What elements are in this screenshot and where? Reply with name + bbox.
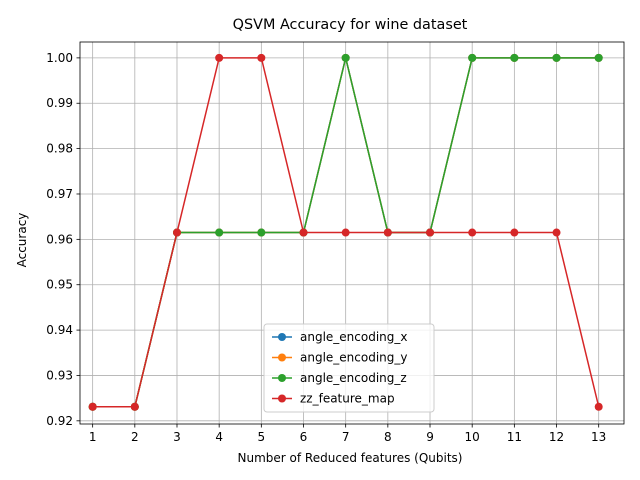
- y-axis-label: Accuracy: [15, 213, 29, 268]
- x-tick-label: 12: [549, 430, 564, 444]
- legend-label: zz_feature_map: [300, 392, 395, 406]
- data-point: [594, 53, 603, 62]
- x-tick-label: 8: [384, 430, 392, 444]
- legend-marker: [278, 333, 286, 341]
- data-point: [468, 53, 477, 62]
- legend-entry: angle_encoding_y: [272, 351, 408, 365]
- data-point: [468, 228, 477, 237]
- legend-label: angle_encoding_z: [300, 371, 407, 385]
- data-point: [130, 402, 139, 411]
- legend-marker: [278, 353, 286, 362]
- plot-frame: [79, 41, 625, 425]
- legend-entry: zz_feature_map: [272, 392, 395, 406]
- chart-title: QSVM Accuracy for wine dataset: [233, 17, 468, 33]
- legend-entry: angle_encoding_z: [272, 371, 407, 385]
- y-tick-label: 1.00: [46, 51, 73, 65]
- legend: angle_encoding_x angle_encoding_y angle_en…: [263, 323, 435, 413]
- x-tick-label: 11: [507, 430, 522, 444]
- x-tick-label: 4: [215, 430, 223, 444]
- legend-label: angle_encoding_y: [300, 351, 408, 365]
- y-tick-label: 0.93: [46, 368, 73, 382]
- legend-marker: [278, 394, 286, 403]
- data-point: [299, 228, 308, 237]
- y-tick-label: 0.96: [46, 232, 73, 246]
- data-point: [215, 228, 224, 237]
- data-point: [510, 53, 519, 62]
- y-tick-label: 0.99: [46, 96, 73, 110]
- x-tick-label: 6: [300, 430, 308, 444]
- x-axis-label: Number of Reduced features (Qubits): [238, 451, 463, 465]
- x-tick-label: 1: [89, 430, 97, 444]
- data-point: [426, 228, 435, 237]
- legend-entry: angle_encoding_x: [272, 330, 408, 344]
- x-tick-label: 7: [342, 430, 350, 444]
- x-tick-label: 9: [426, 430, 434, 444]
- data-point: [594, 402, 603, 411]
- y-tick-label: 0.94: [46, 323, 73, 337]
- data-point: [172, 228, 181, 237]
- data-point: [510, 228, 519, 237]
- series-zz-feature-map: [88, 53, 603, 411]
- y-tick-label: 0.95: [46, 278, 73, 292]
- data-point: [552, 53, 561, 62]
- legend-label: angle_encoding_x: [300, 330, 408, 344]
- data-point: [215, 53, 224, 62]
- x-tick-label: 5: [258, 430, 266, 444]
- data-point: [88, 402, 97, 411]
- legend-box: [263, 323, 435, 413]
- y-tick-label: 0.98: [46, 142, 73, 156]
- x-tick-label: 2: [131, 430, 139, 444]
- data-point: [257, 228, 266, 237]
- x-tick-label: 13: [591, 430, 606, 444]
- x-axis-ticks: 1 2 3 4 5 6 7 8 9 10 11 12 13: [89, 424, 606, 444]
- y-tick-label: 0.97: [46, 187, 73, 201]
- y-axis-ticks: 0.92 0.93 0.94 0.95 0.96 0.97 0.98 0.99 1.00: [46, 51, 80, 428]
- series-layer: [88, 53, 603, 411]
- x-tick-label: 10: [465, 430, 480, 444]
- legend-marker: [278, 374, 286, 382]
- data-point: [383, 228, 392, 237]
- data-point: [257, 53, 266, 62]
- data-point: [341, 53, 350, 62]
- y-tick-label: 0.92: [46, 414, 73, 428]
- data-point: [552, 228, 561, 237]
- data-point: [341, 228, 350, 237]
- x-tick-label: 3: [173, 430, 181, 444]
